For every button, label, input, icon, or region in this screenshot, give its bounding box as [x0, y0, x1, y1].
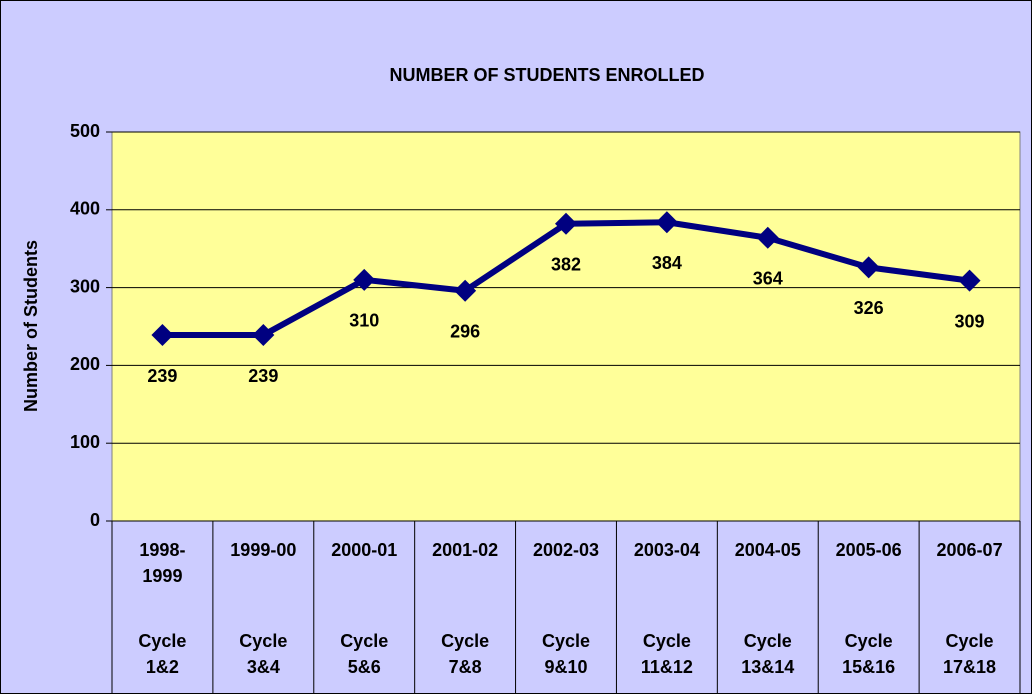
marker [454, 279, 477, 302]
marker [655, 211, 678, 234]
y-tick-label: 200 [70, 354, 100, 374]
data-label: 364 [753, 269, 783, 289]
x-tick-label: 2000-01 [331, 540, 398, 560]
marker [151, 324, 174, 347]
data-label: 326 [854, 298, 884, 318]
marker [555, 212, 577, 235]
cycle-label: Cycle 7&8 [441, 631, 490, 677]
marker [353, 268, 376, 291]
cycle-label: Cycle 11&12 [640, 631, 693, 677]
cycle-label: Cycle 17&18 [943, 631, 997, 677]
y-tick-label: 300 [70, 276, 100, 296]
y-tick-label: 400 [70, 199, 100, 219]
y-tick-label: 500 [70, 121, 100, 141]
data-label: 239 [248, 366, 278, 386]
y-tick-label: 100 [70, 432, 100, 452]
data-label: 296 [450, 321, 480, 341]
x-tick-label: 2005-06 [835, 540, 902, 560]
y-tick-label: 0 [90, 510, 100, 530]
marker [958, 269, 981, 292]
marker [857, 256, 880, 279]
marker [252, 324, 275, 347]
cycle-label: Cycle 13&14 [741, 631, 795, 677]
x-tick-label: 2006-07 [936, 540, 1003, 560]
plot-area [111, 131, 1021, 522]
data-label: 384 [652, 253, 682, 273]
cycle-label: Cycle 15&16 [842, 631, 896, 677]
data-label: 382 [551, 255, 581, 275]
x-tick-label: 2001-02 [432, 540, 499, 560]
cycle-label: Cycle 3&4 [239, 631, 288, 677]
data-label: 310 [349, 311, 379, 331]
x-tick-label: 1999-00 [230, 540, 297, 560]
cycle-label: Cycle 9&10 [541, 631, 591, 677]
marker [756, 226, 779, 249]
chart-title: NUMBER OF STUDENTS ENROLLED [390, 65, 705, 85]
x-tick-label: 2004-05 [734, 540, 801, 560]
x-tick-label: 2002-03 [532, 540, 600, 560]
x-tick-label: 2003-04 [633, 540, 700, 560]
data-label: 309 [955, 311, 985, 331]
x-tick-label: 1998-1999 [139, 540, 186, 586]
y-axis-label: Number of Students [21, 240, 41, 412]
cycle-label: Cycle 5&6 [340, 631, 389, 677]
cycle-label: Cycle 1&2 [138, 631, 187, 677]
data-label: 239 [147, 366, 177, 386]
